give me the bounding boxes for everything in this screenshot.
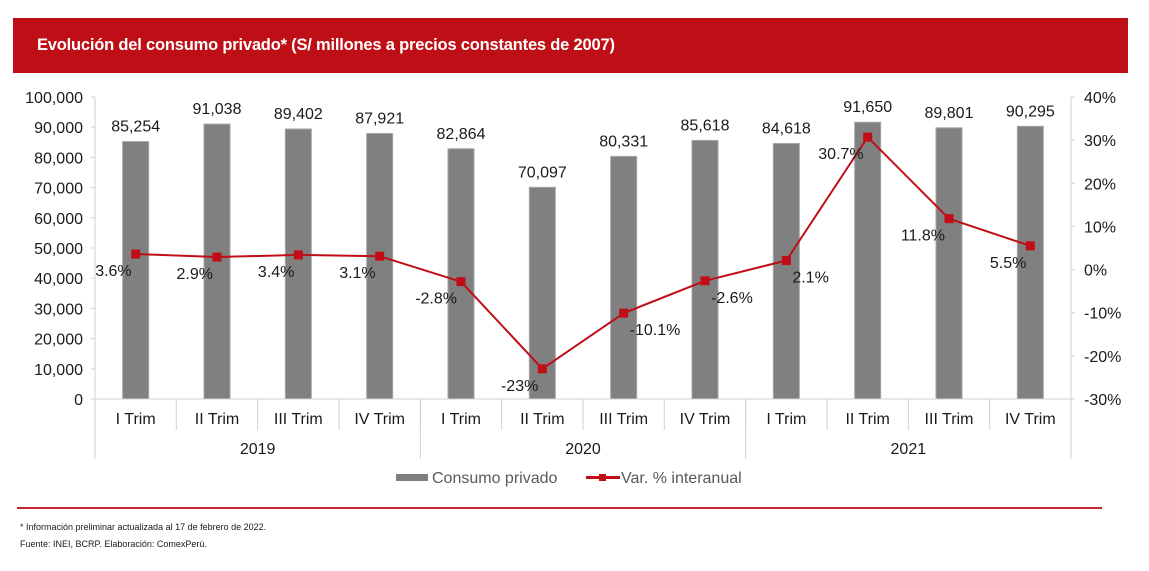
left-axis-tick-label: 40,000 xyxy=(34,271,83,288)
bar xyxy=(772,142,800,400)
right-axis-tick-label: 40% xyxy=(1084,90,1116,107)
line-data-label: 2.1% xyxy=(792,270,828,287)
line-marker xyxy=(1025,241,1035,251)
bar-data-label: 89,801 xyxy=(925,105,974,122)
line-marker xyxy=(456,277,466,287)
category-tick-label: III Trim xyxy=(274,411,323,428)
right-axis-tick-label: -10% xyxy=(1084,306,1121,323)
category-tick-label: IV Trim xyxy=(354,411,405,428)
bar-data-label: 80,331 xyxy=(599,133,648,150)
line-marker xyxy=(375,251,385,261)
right-axis-tick-label: 30% xyxy=(1084,133,1116,150)
right-axis-tick-label: -30% xyxy=(1084,392,1121,409)
category-tick-label: II Trim xyxy=(195,411,239,428)
left-axis-tick-label: 80,000 xyxy=(34,150,83,167)
line-marker xyxy=(619,308,629,318)
bar xyxy=(366,132,394,400)
line-marker xyxy=(131,249,141,259)
line-marker xyxy=(781,256,791,266)
left-axis-tick-label: 60,000 xyxy=(34,211,83,228)
category-tick-label: II Trim xyxy=(845,411,889,428)
left-axis-tick-label: 70,000 xyxy=(34,181,83,198)
category-tick-label: I Trim xyxy=(766,411,806,428)
bar-data-label: 85,254 xyxy=(111,119,160,136)
bar-data-label: 70,097 xyxy=(518,164,567,181)
line-series-var-interanual xyxy=(131,132,1035,374)
line-data-label: 30.7% xyxy=(818,146,863,163)
bar xyxy=(610,155,638,400)
left-axis-tick-label: 30,000 xyxy=(34,301,83,318)
category-tick-label: III Trim xyxy=(599,411,648,428)
bar xyxy=(284,128,312,400)
line-data-label: 3.4% xyxy=(258,264,294,281)
left-axis-tick-label: 90,000 xyxy=(34,120,83,137)
left-axis-tick-label: 20,000 xyxy=(34,332,83,349)
bar xyxy=(935,127,963,400)
legend-swatch-consumo-privado xyxy=(396,474,428,481)
line-marker xyxy=(944,214,954,224)
group-label: 2020 xyxy=(565,441,601,458)
group-label: 2021 xyxy=(891,441,927,458)
bar xyxy=(1016,125,1044,400)
line-data-label: 11.8% xyxy=(901,228,945,245)
line-data-label: 3.1% xyxy=(339,265,375,282)
legend-swatch-marker xyxy=(599,474,606,481)
right-axis-tick-label: 20% xyxy=(1084,176,1116,193)
category-axis: I Trim II Trim III Trim IV Trim I Trim II Tri… xyxy=(94,398,1072,459)
line-data-label: 5.5% xyxy=(990,255,1026,272)
bar xyxy=(691,139,719,400)
footnote-source: Fuente: INEI, BCRP. Elaboración: ComexPe… xyxy=(20,539,207,549)
line-data-label: 3.6% xyxy=(95,263,131,280)
line-data-label: -23% xyxy=(501,378,538,395)
left-axis-tick-label: 100,000 xyxy=(25,90,83,107)
left-axis-tick-label: 0 xyxy=(74,392,83,409)
line-data-labels: 3.6% 2.9% 3.4% 3.1% -2.8% -23% -10.1% -2.6% 2.1%… xyxy=(95,146,1026,395)
bar-data-label: 90,295 xyxy=(1006,103,1055,120)
category-tick-label: I Trim xyxy=(116,411,156,428)
right-axis-tick-label: -20% xyxy=(1084,349,1121,366)
group-label: 2019 xyxy=(240,441,276,458)
line-marker xyxy=(293,250,303,260)
bar xyxy=(122,141,150,400)
footer-divider xyxy=(17,507,1102,509)
footnote-preliminary: * Información preliminar actualizada al … xyxy=(20,522,267,532)
category-tick-label: III Trim xyxy=(925,411,974,428)
bar xyxy=(447,148,475,400)
bar xyxy=(854,121,882,400)
category-tick-label: I Trim xyxy=(441,411,481,428)
line-data-label: 2.9% xyxy=(177,266,213,283)
legend-label-var-interanual: Var. % interanual xyxy=(621,470,742,487)
bar-data-label: 85,618 xyxy=(681,117,730,134)
bar-series-consumo-privado xyxy=(122,121,1044,400)
chart-title: Evolución del consumo privado* (S/ millo… xyxy=(37,36,615,54)
chart-title-bar: Evolución del consumo privado* (S/ millo… xyxy=(13,18,1128,73)
legend-label-consumo-privado: Consumo privado xyxy=(432,470,558,487)
category-tick-label: IV Trim xyxy=(680,411,731,428)
right-axis-tick-label: 10% xyxy=(1084,219,1116,236)
right-axis-tick-label: 0% xyxy=(1084,263,1107,280)
bar-data-label: 91,038 xyxy=(193,101,242,118)
bar-data-label: 89,402 xyxy=(274,106,323,123)
left-axis-tick-label: 50,000 xyxy=(34,241,83,258)
bar-data-labels: 85,254 91,038 89,402 87,921 82,864 70,097 80,3… xyxy=(111,99,1055,181)
category-tick-label: IV Trim xyxy=(1005,411,1056,428)
line-data-label: -2.8% xyxy=(415,291,457,308)
line-data-label: -2.6% xyxy=(711,290,753,307)
line-data-label: -10.1% xyxy=(630,322,681,339)
left-axis: 0 10,000 20,000 30,000 40,000 50,000 60,000 70,… xyxy=(25,90,96,409)
bar-data-label: 82,864 xyxy=(437,126,486,143)
left-axis-tick-label: 10,000 xyxy=(34,362,83,379)
bar-data-label: 91,650 xyxy=(843,99,892,116)
line-marker xyxy=(537,364,547,374)
category-tick-label: II Trim xyxy=(520,411,564,428)
line-marker xyxy=(700,276,710,286)
bar-data-label: 87,921 xyxy=(355,110,404,127)
line-path xyxy=(135,136,1031,370)
right-axis: -30% -20% -10% 0% 10% 20% 30% 40% xyxy=(1070,90,1121,409)
legend: Consumo privado Var. % interanual xyxy=(396,470,742,487)
line-marker xyxy=(212,252,222,262)
line-marker xyxy=(863,132,873,142)
bar-data-label: 84,618 xyxy=(762,120,811,137)
